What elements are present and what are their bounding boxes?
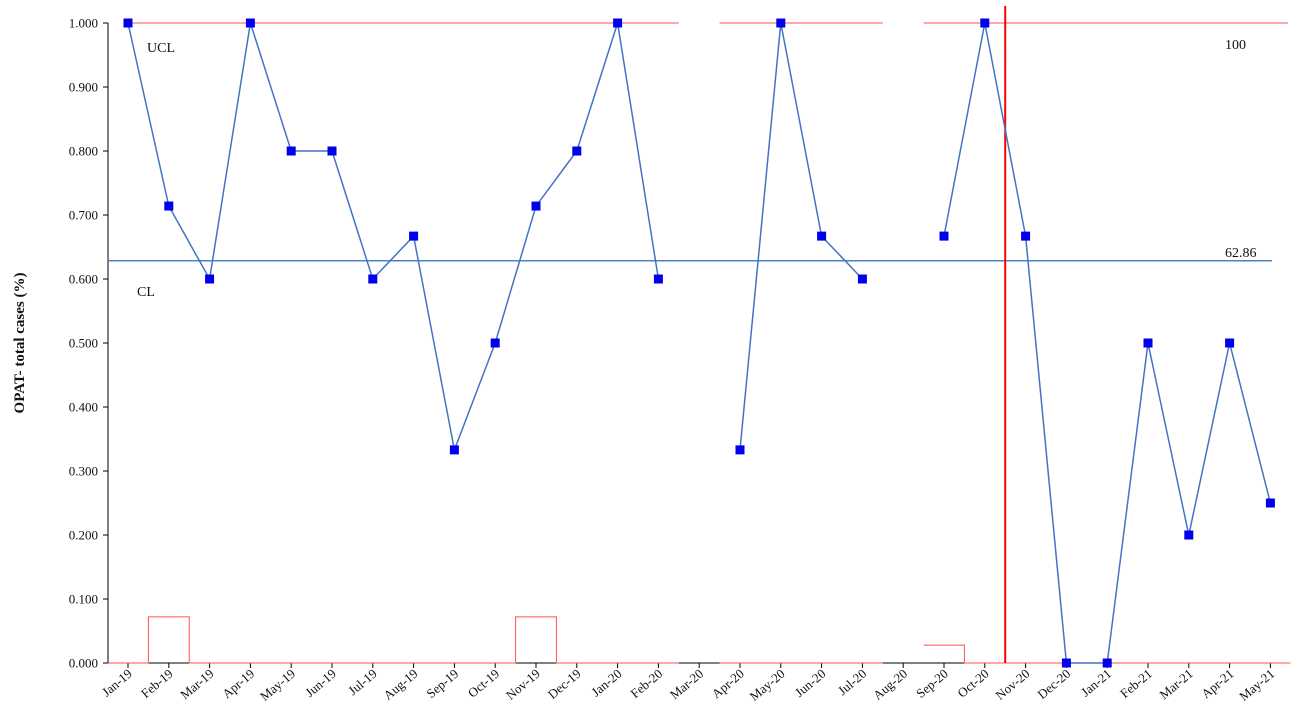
- x-tick-label: Apr-21: [1198, 666, 1236, 701]
- ucl-value-label: 100: [1225, 38, 1246, 53]
- x-tick-label: Dec-19: [545, 666, 584, 702]
- data-point: [449, 445, 459, 455]
- x-tick-label: May-20: [747, 666, 788, 704]
- series-line: [127, 22, 1272, 664]
- data-point: [735, 445, 745, 455]
- data-point: [1225, 338, 1235, 348]
- data-point: [1102, 658, 1112, 668]
- x-tick-label: Apr-19: [219, 666, 257, 701]
- y-tick-label: 0.100: [69, 592, 98, 607]
- x-tick-label: Mar-21: [1156, 666, 1195, 702]
- chart-labels: OPAT- total cases (%) UCL CL 100 62.86: [12, 38, 1257, 413]
- x-tick-label: Feb-19: [138, 666, 176, 701]
- data-point: [776, 18, 786, 28]
- ucl-label: UCL: [147, 41, 175, 56]
- data-point: [817, 231, 827, 241]
- data-point: [939, 231, 949, 241]
- y-tick-label: 0.700: [69, 208, 98, 223]
- data-point: [531, 201, 541, 211]
- control-limits: [108, 6, 1291, 664]
- data-point: [1143, 338, 1153, 348]
- data-point: [286, 146, 296, 156]
- x-tick-label: Jul-20: [835, 666, 870, 698]
- data-point: [1021, 231, 1031, 241]
- x-tick-label: Apr-20: [709, 666, 747, 701]
- x-tick-label: Dec-20: [1034, 666, 1073, 702]
- data-point: [613, 18, 623, 28]
- y-tick-label: 0.500: [69, 336, 98, 351]
- x-tick-label: Aug-20: [870, 666, 910, 703]
- y-axis-label: OPAT- total cases (%): [12, 273, 28, 414]
- x-tick-label: Sep-19: [423, 666, 461, 701]
- x-tick-label: Jul-19: [345, 666, 380, 698]
- x-tick-label: Oct-19: [465, 666, 502, 701]
- cl-value-label: 62.86: [1225, 246, 1257, 261]
- data-point: [653, 274, 663, 284]
- data-point: [1265, 498, 1275, 508]
- y-tick-label: 0.600: [69, 272, 98, 287]
- axes: 0.000 0.100 0.200 0.300 0.400 0.500 0.600 0.700…: [69, 16, 1290, 704]
- data-point: [164, 201, 174, 211]
- x-tick-label: Jan-20: [588, 666, 624, 700]
- y-tick-label: 0.300: [69, 464, 98, 479]
- y-tick-label: 1.000: [69, 16, 98, 31]
- x-tick-label: Mar-20: [667, 666, 706, 702]
- y-tick-label: 0.200: [69, 528, 98, 543]
- data-point: [368, 274, 378, 284]
- data-point: [490, 338, 500, 348]
- data-point: [123, 18, 133, 28]
- x-tick-label: Jan-21: [1078, 666, 1114, 700]
- data-point: [205, 274, 215, 284]
- x-tick-label: Feb-20: [627, 666, 665, 701]
- x-tick-label: Aug-19: [380, 666, 420, 703]
- x-tick-label: May-21: [1236, 666, 1277, 704]
- data-point: [1184, 530, 1194, 540]
- y-tick-label: 0.400: [69, 400, 98, 415]
- data-point: [980, 18, 990, 28]
- x-tick-label: Sep-20: [913, 666, 951, 701]
- lcl-line: [108, 616, 1291, 664]
- data-point: [327, 146, 337, 156]
- x-tick-label: Nov-20: [992, 666, 1032, 703]
- x-tick-label: Nov-19: [503, 666, 543, 703]
- x-tick-label: Feb-21: [1117, 666, 1155, 701]
- x-tick-label: May-19: [257, 666, 298, 704]
- data-series: [123, 18, 1275, 668]
- data-point: [409, 231, 419, 241]
- x-tick-label: Jan-19: [99, 666, 135, 700]
- x-tick-label: Jun-20: [792, 666, 829, 700]
- x-tick-label: Oct-20: [954, 666, 991, 701]
- data-point: [245, 18, 255, 28]
- y-tick-label: 0.900: [69, 80, 98, 95]
- cl-label: CL: [137, 285, 155, 300]
- data-point: [572, 146, 582, 156]
- data-point: [1061, 658, 1071, 668]
- data-point: [857, 274, 867, 284]
- x-tick-label: Jun-19: [302, 666, 339, 700]
- x-tick-label: Mar-19: [177, 666, 216, 702]
- y-tick-label: 0.000: [69, 656, 98, 671]
- y-tick-label: 0.800: [69, 144, 98, 159]
